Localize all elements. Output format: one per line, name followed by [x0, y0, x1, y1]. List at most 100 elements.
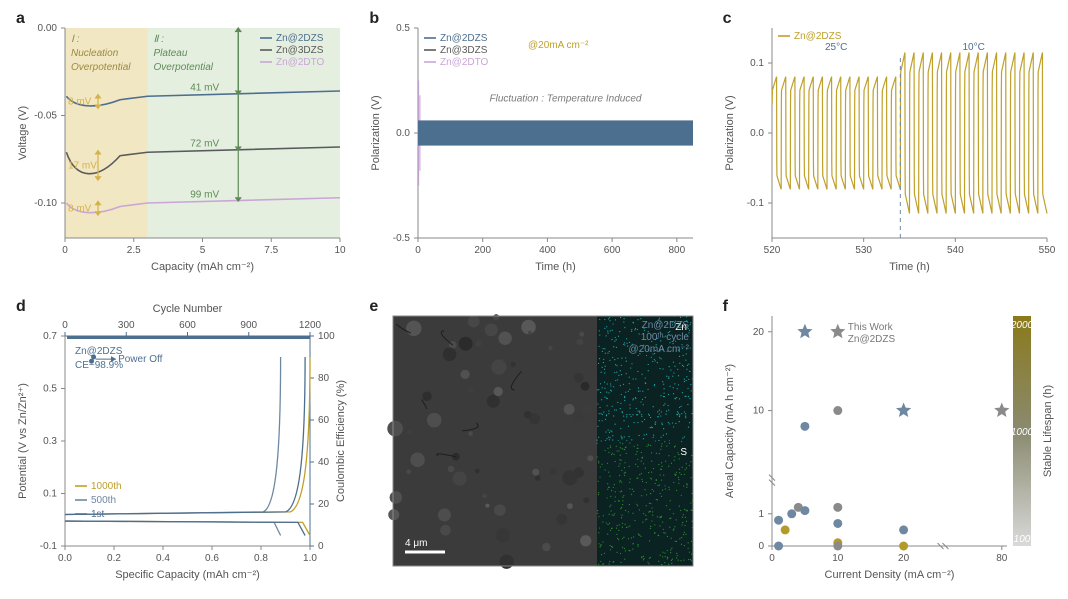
svg-text:Ⅰ :: Ⅰ : [71, 34, 80, 45]
panel-c: c 520 530 540 550 -0.1 0.0 0.1 Time (h) Polariza… [717, 8, 1058, 288]
svg-text:10: 10 [832, 553, 844, 564]
svg-text:0.1: 0.1 [750, 58, 764, 69]
svg-text:20: 20 [318, 499, 330, 510]
svg-text:25°C: 25°C [825, 42, 847, 53]
svg-text:530: 530 [855, 245, 872, 256]
svg-text:80: 80 [318, 373, 330, 384]
svg-text:0.8: 0.8 [254, 553, 268, 564]
svg-text:Areal Capacity (mA h cm⁻²): Areal Capacity (mA h cm⁻²) [724, 364, 736, 498]
svg-text:72 mV: 72 mV [190, 139, 219, 150]
svg-text:0.0: 0.0 [396, 128, 410, 139]
svg-text:550: 550 [1038, 245, 1055, 256]
svg-text:540: 540 [947, 245, 964, 256]
svg-text:-0.1: -0.1 [746, 198, 764, 209]
svg-text:CE~98.9%: CE~98.9% [75, 360, 123, 371]
svg-text:0.5: 0.5 [396, 23, 410, 34]
panel-f: f 0102080011020Current Density (mA cm⁻²)… [717, 296, 1058, 596]
svg-text:99 mV: 99 mV [190, 189, 219, 200]
svg-text:500th: 500th [91, 495, 116, 506]
svg-text:8 mV: 8 mV [68, 203, 92, 214]
svg-text:1000: 1000 [1011, 427, 1034, 438]
svg-text:0.00: 0.00 [38, 23, 58, 34]
svg-text:300: 300 [118, 320, 135, 331]
svg-text:41 mV: 41 mV [190, 83, 219, 94]
svg-text:@20mA cm⁻²: @20mA cm⁻² [528, 40, 589, 51]
svg-text:S: S [681, 447, 688, 458]
svg-text:0: 0 [62, 245, 68, 256]
svg-text:Fluctuation : Temperature Indu: Fluctuation : Temperature Induced [490, 94, 642, 105]
svg-text:40: 40 [318, 457, 330, 468]
svg-text:-0.1: -0.1 [40, 541, 58, 552]
svg-text:0.0: 0.0 [58, 553, 72, 564]
svg-text:10: 10 [334, 245, 346, 256]
svg-text:Power Off: Power Off [118, 354, 162, 365]
svg-text:60: 60 [318, 415, 330, 426]
svg-text:Current Density (mA cm⁻²): Current Density (mA cm⁻²) [824, 569, 954, 581]
panel-e-label: e [369, 298, 378, 316]
svg-text:520: 520 [763, 245, 780, 256]
svg-text:4 μm: 4 μm [405, 538, 427, 549]
svg-text:7.5: 7.5 [264, 245, 278, 256]
svg-text:10: 10 [753, 406, 765, 417]
panel-f-label: f [723, 298, 728, 316]
svg-text:80: 80 [996, 553, 1008, 564]
panel-c-label: c [723, 10, 732, 28]
svg-text:Zn@2DZS: Zn@2DZS [847, 334, 895, 345]
svg-text:8 mV: 8 mV [68, 97, 92, 108]
svg-text:1200: 1200 [299, 320, 322, 331]
svg-text:0: 0 [758, 541, 764, 552]
svg-text:1st: 1st [91, 509, 105, 520]
svg-text:0: 0 [318, 541, 324, 552]
svg-text:This Work: This Work [847, 322, 893, 333]
panel-e: e ZnSZn@2DZS100ᵗʰ cycle@20mA cm⁻²4 μm [363, 296, 704, 596]
svg-text:20: 20 [753, 327, 765, 338]
svg-text:1.0: 1.0 [303, 553, 317, 564]
svg-text:Nucleation: Nucleation [71, 48, 119, 59]
svg-text:2000: 2000 [1010, 320, 1034, 331]
svg-text:2.5: 2.5 [127, 245, 141, 256]
svg-text:0.3: 0.3 [43, 436, 57, 447]
svg-text:0.0: 0.0 [750, 128, 764, 139]
svg-text:-0.10: -0.10 [34, 198, 57, 209]
svg-text:-0.05: -0.05 [34, 111, 57, 122]
svg-text:-0.5: -0.5 [393, 233, 411, 244]
svg-text:@20mA cm⁻²: @20mA cm⁻² [629, 344, 690, 355]
svg-text:5: 5 [200, 245, 206, 256]
svg-text:400: 400 [539, 245, 556, 256]
svg-text:100: 100 [1013, 534, 1030, 545]
svg-text:1: 1 [758, 509, 764, 520]
svg-text:Voltage (V): Voltage (V) [17, 106, 29, 160]
svg-text:Polarization (V): Polarization (V) [724, 95, 736, 170]
svg-text:0.7: 0.7 [43, 331, 57, 342]
svg-text:Zn@2DZS: Zn@2DZS [440, 33, 488, 44]
panel-d-label: d [16, 298, 26, 316]
svg-text:0.5: 0.5 [43, 384, 57, 395]
svg-text:0: 0 [416, 245, 422, 256]
svg-text:Time (h): Time (h) [536, 261, 577, 273]
svg-text:Stable Lifespan (h): Stable Lifespan (h) [1042, 385, 1054, 477]
svg-text:Zn@2DTO: Zn@2DTO [440, 57, 489, 68]
svg-text:Zn@2DTO: Zn@2DTO [276, 57, 325, 68]
svg-text:0.4: 0.4 [156, 553, 170, 564]
svg-text:Cycle Number: Cycle Number [153, 303, 223, 315]
svg-text:Potential (V vs Zn/Zn²⁺): Potential (V vs Zn/Zn²⁺) [17, 383, 29, 499]
svg-text:0.6: 0.6 [205, 553, 219, 564]
panel-b-label: b [369, 10, 379, 28]
svg-text:600: 600 [179, 320, 196, 331]
svg-text:Overpotential: Overpotential [71, 62, 131, 73]
svg-text:Zn@2DZS: Zn@2DZS [642, 320, 690, 331]
svg-text:0.1: 0.1 [43, 489, 57, 500]
svg-text:Zn@2DZS: Zn@2DZS [276, 33, 324, 44]
svg-text:0: 0 [62, 320, 68, 331]
svg-text:Coulombic Efficiency (%): Coulombic Efficiency (%) [335, 380, 347, 502]
svg-text:Capacity (mAh cm⁻²): Capacity (mAh cm⁻²) [151, 261, 254, 273]
svg-text:600: 600 [604, 245, 621, 256]
svg-text:0: 0 [769, 553, 775, 564]
svg-text:Plateau: Plateau [154, 48, 188, 59]
svg-text:100ᵗʰ cycle: 100ᵗʰ cycle [641, 332, 690, 343]
svg-text:Specific Capacity (mAh cm⁻²): Specific Capacity (mAh cm⁻²) [115, 569, 260, 581]
svg-text:Time (h): Time (h) [889, 261, 930, 273]
svg-text:200: 200 [475, 245, 492, 256]
svg-text:1000th: 1000th [91, 481, 122, 492]
svg-text:800: 800 [669, 245, 686, 256]
